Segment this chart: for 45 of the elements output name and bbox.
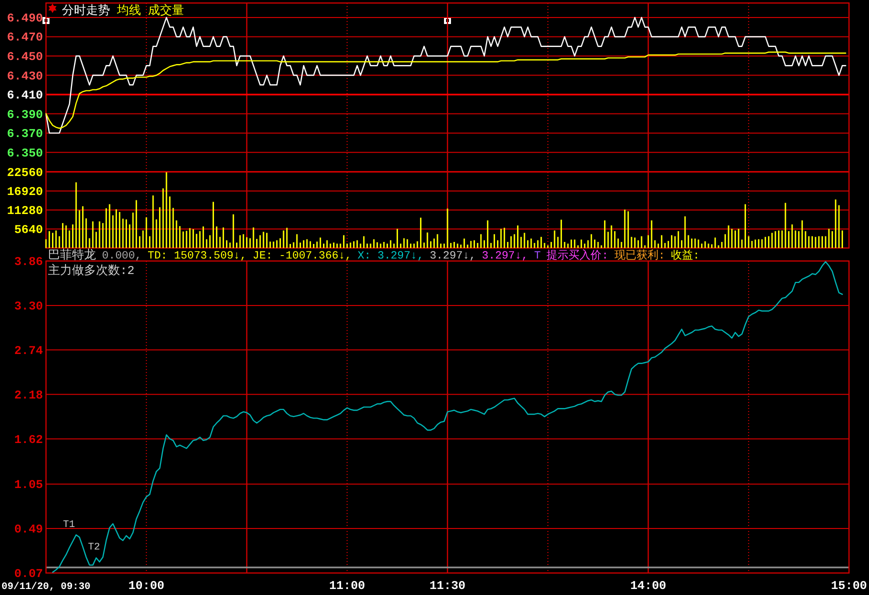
- chart-title: 巴菲特龙: [48, 248, 96, 262]
- y-tick-label: 0.07: [14, 567, 43, 581]
- y-tick-label: 5640: [14, 223, 43, 237]
- y-tick-label: 2.74: [14, 344, 43, 358]
- annotation: 现已获利:: [614, 248, 665, 262]
- y-tick-label: 16920: [6, 185, 43, 199]
- x-tick-label: 15:00: [830, 579, 868, 593]
- y-tick-label: 6.350: [6, 146, 43, 160]
- x-tick-label: 09/11/20, 09:30: [2, 581, 91, 592]
- text: 成交量: [148, 3, 184, 18]
- y-tick-label: 11280: [6, 204, 43, 218]
- y-tick-label: 6.390: [6, 108, 43, 122]
- x-tick-label: 11:30: [429, 579, 466, 593]
- annotation: T1: [62, 520, 75, 531]
- annotation: TD: 15073.509↓,: [148, 250, 247, 262]
- y-tick-label: 6.370: [6, 127, 43, 142]
- x-tick-label: 11:00: [329, 579, 366, 593]
- y-tick-label: 6.450: [6, 50, 43, 64]
- y-tick-label: 6.470: [6, 30, 43, 45]
- annotation: 3.297↓,: [482, 250, 528, 262]
- chart-subtitle: 主力做多次数:2: [48, 263, 134, 278]
- y-tick-label: 0.49: [14, 522, 43, 537]
- annotation: JE: -1007.366↓,: [252, 250, 352, 262]
- line-series: [45, 52, 846, 129]
- text: 分时走势: [62, 4, 110, 18]
- annotation: 0.000,: [102, 250, 142, 262]
- y-tick-label: 1.05: [14, 478, 43, 492]
- annotation: 提示买入价:: [546, 248, 608, 262]
- annotation: 收益:: [670, 250, 700, 262]
- y-tick-label: 2.18: [14, 388, 43, 402]
- y-tick-label: 22560: [6, 166, 43, 180]
- annotation: 3.297↓,: [430, 250, 476, 262]
- x-tick-label: 14:00: [630, 579, 666, 593]
- line-series: [45, 16, 846, 134]
- x-tick-label: 10:00: [128, 579, 164, 593]
- y-tick-label: 6.410: [6, 88, 43, 103]
- annotation: X: 3.297↓,: [358, 250, 424, 262]
- y-tick-label: 6.430: [6, 69, 43, 84]
- y-tick-label: 3.30: [14, 299, 43, 314]
- annotation: T: [534, 250, 542, 262]
- y-tick-label: 1.62: [14, 432, 43, 447]
- y-tick-label: 3.86: [14, 255, 43, 269]
- text: 均线: [116, 4, 141, 18]
- y-tick-label: 6.490: [6, 11, 43, 26]
- annotation: T2: [88, 542, 100, 554]
